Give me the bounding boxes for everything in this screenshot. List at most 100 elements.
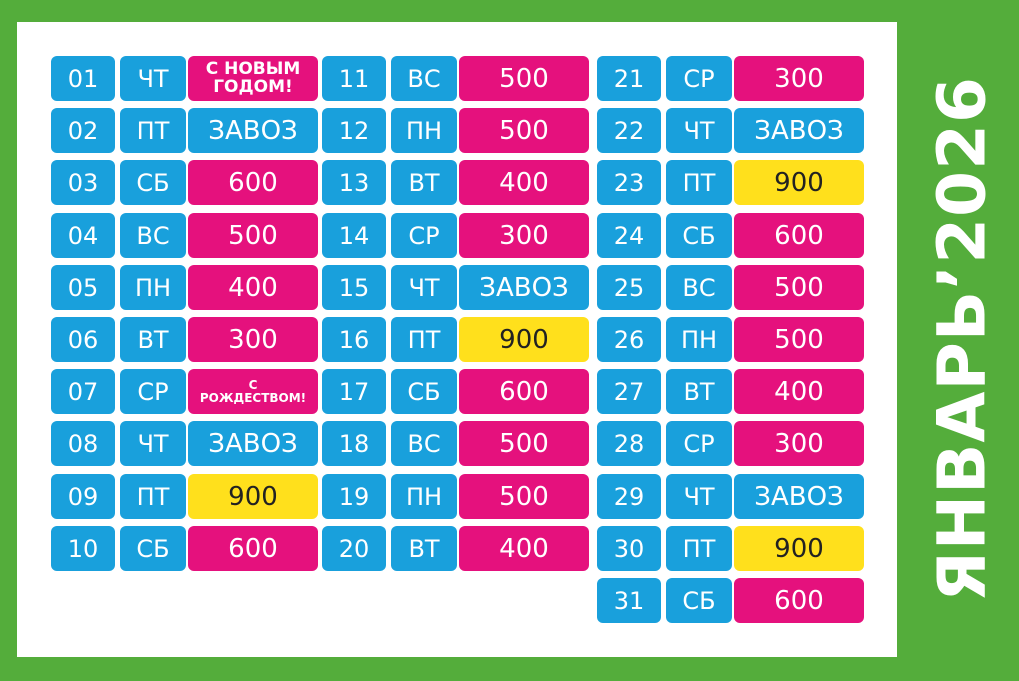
greeting-cell: С РОЖДЕСТВОМ! <box>188 369 318 414</box>
day-value: 500 <box>188 213 318 258</box>
greeting-cell: С НОВЫМ ГОДОМ! <box>188 56 318 101</box>
day-number: 22 <box>597 108 661 153</box>
day-value: ЗАВОЗ <box>459 265 589 310</box>
weekday-label: ЧТ <box>391 265 457 310</box>
day-value: 900 <box>734 160 864 205</box>
day-number: 06 <box>51 317 115 362</box>
day-value: ЗАВОЗ <box>734 108 864 153</box>
day-value: ЗАВОЗ <box>188 108 318 153</box>
weekday-label: ВС <box>120 213 186 258</box>
day-value: 600 <box>734 213 864 258</box>
day-number: 15 <box>322 265 386 310</box>
weekday-label: ПТ <box>666 160 732 205</box>
day-number: 28 <box>597 421 661 466</box>
weekday-label: ВТ <box>120 317 186 362</box>
weekday-label: СБ <box>120 160 186 205</box>
day-value: 600 <box>188 160 318 205</box>
title-strip: ЯНВАРЬ’2026 <box>905 22 1019 657</box>
weekday-label: ВТ <box>391 160 457 205</box>
day-value: ЗАВОЗ <box>188 421 318 466</box>
day-number: 19 <box>322 474 386 519</box>
day-value: 400 <box>459 160 589 205</box>
day-value: 500 <box>734 317 864 362</box>
weekday-label: ПТ <box>120 108 186 153</box>
weekday-label: ЧТ <box>666 108 732 153</box>
weekday-label: ПТ <box>391 317 457 362</box>
day-number: 10 <box>51 526 115 571</box>
weekday-label: ЧТ <box>666 474 732 519</box>
day-number: 05 <box>51 265 115 310</box>
day-value: ЗАВОЗ <box>734 474 864 519</box>
day-value: 900 <box>188 474 318 519</box>
day-number: 18 <box>322 421 386 466</box>
day-number: 27 <box>597 369 661 414</box>
day-value: 300 <box>734 421 864 466</box>
weekday-label: СР <box>120 369 186 414</box>
day-number: 09 <box>51 474 115 519</box>
day-value: 300 <box>734 56 864 101</box>
day-number: 12 <box>322 108 386 153</box>
day-number: 02 <box>51 108 115 153</box>
day-value: 500 <box>459 474 589 519</box>
weekday-label: ПН <box>666 317 732 362</box>
day-value: 900 <box>459 317 589 362</box>
day-value: 500 <box>459 421 589 466</box>
day-number: 31 <box>597 578 661 623</box>
day-value: 500 <box>734 265 864 310</box>
day-value: 400 <box>734 369 864 414</box>
day-number: 30 <box>597 526 661 571</box>
weekday-label: ЧТ <box>120 421 186 466</box>
day-number: 23 <box>597 160 661 205</box>
weekday-label: ВС <box>391 56 457 101</box>
day-value: 400 <box>459 526 589 571</box>
month-title: ЯНВАРЬ’2026 <box>923 76 1001 602</box>
day-number: 07 <box>51 369 115 414</box>
weekday-label: СР <box>666 56 732 101</box>
day-number: 17 <box>322 369 386 414</box>
greeting-line: С <box>248 378 258 393</box>
weekday-label: ПН <box>391 474 457 519</box>
weekday-label: ПТ <box>666 526 732 571</box>
day-number: 14 <box>322 213 386 258</box>
day-number: 01 <box>51 56 115 101</box>
day-value: 400 <box>188 265 318 310</box>
weekday-label: ВС <box>666 265 732 310</box>
weekday-label: ЧТ <box>120 56 186 101</box>
day-value: 300 <box>459 213 589 258</box>
weekday-label: СБ <box>120 526 186 571</box>
day-number: 21 <box>597 56 661 101</box>
day-value: 600 <box>188 526 318 571</box>
day-number: 24 <box>597 213 661 258</box>
greeting-line: ГОДОМ! <box>213 76 293 97</box>
weekday-label: СБ <box>666 578 732 623</box>
weekday-label: ПТ <box>120 474 186 519</box>
weekday-label: СБ <box>666 213 732 258</box>
day-number: 20 <box>322 526 386 571</box>
day-number: 29 <box>597 474 661 519</box>
day-number: 26 <box>597 317 661 362</box>
greeting-line: С НОВЫМ <box>205 59 301 80</box>
weekday-label: СР <box>391 213 457 258</box>
day-value: 600 <box>459 369 589 414</box>
day-number: 04 <box>51 213 115 258</box>
weekday-label: СР <box>666 421 732 466</box>
day-number: 25 <box>597 265 661 310</box>
weekday-label: ПН <box>120 265 186 310</box>
day-value: 500 <box>459 56 589 101</box>
calendar-panel: 01 ЧТ С НОВЫМ ГОДОМ! 02 ПТ ЗАВОЗ 03 СБ 600 04 ВС 500… <box>17 22 897 657</box>
day-number: 16 <box>322 317 386 362</box>
day-value: 900 <box>734 526 864 571</box>
day-value: 600 <box>734 578 864 623</box>
day-number: 08 <box>51 421 115 466</box>
weekday-label: ПН <box>391 108 457 153</box>
greeting-line: РОЖДЕСТВОМ! <box>199 390 307 405</box>
weekday-label: ВТ <box>666 369 732 414</box>
day-value: 500 <box>459 108 589 153</box>
weekday-label: ВС <box>391 421 457 466</box>
day-number: 13 <box>322 160 386 205</box>
day-number: 11 <box>322 56 386 101</box>
day-value: 300 <box>188 317 318 362</box>
day-number: 03 <box>51 160 115 205</box>
weekday-label: СБ <box>391 369 457 414</box>
weekday-label: ВТ <box>391 526 457 571</box>
